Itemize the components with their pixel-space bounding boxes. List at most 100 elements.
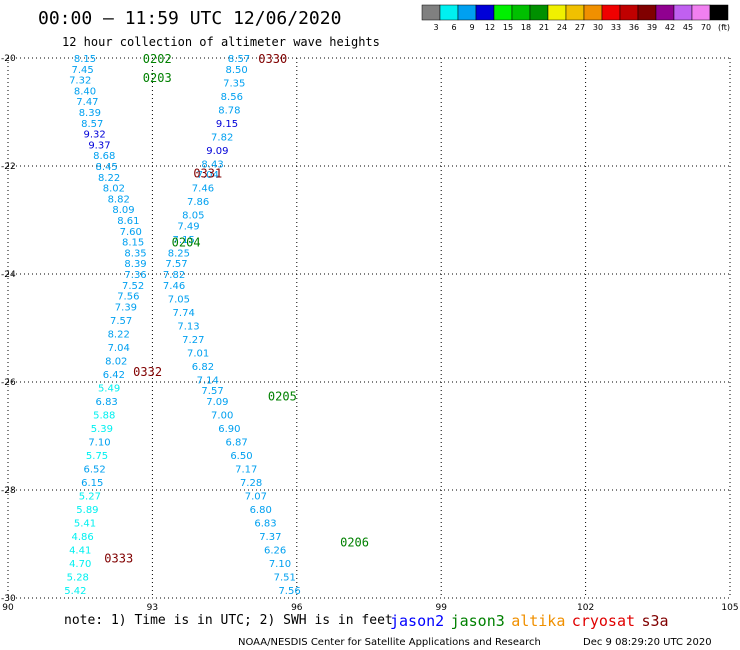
data-point-label: 8.56 [221, 92, 243, 103]
pass-time-label: 0203 [143, 71, 172, 85]
data-point-label: 8.39 [124, 259, 146, 270]
data-point-label: 5.49 [98, 383, 120, 394]
pass-time-label: 0202 [143, 52, 172, 66]
colorbar-swatch [511, 4, 531, 21]
y-tick-label: -26 [1, 378, 16, 388]
colorbar-label: 6 [451, 23, 456, 32]
colorbar-label: 3 [433, 23, 438, 32]
legend-entry: altika [511, 612, 565, 630]
data-point-label: 7.60 [120, 227, 142, 238]
data-point-label: 7.57 [165, 259, 187, 270]
pass-time-label: 0332 [133, 365, 162, 379]
colorbar-swatch [529, 4, 549, 21]
footer-timestamp: Dec 9 08:29:20 UTC 2020 [583, 637, 712, 648]
data-point-label: 6.26 [264, 545, 286, 556]
colorbar-label: 15 [503, 23, 513, 32]
colorbar-label: 45 [683, 23, 693, 32]
data-point-label: 8.43 [201, 159, 223, 170]
data-point-label: 7.74 [173, 308, 195, 319]
colorbar-label: 36 [629, 23, 639, 32]
data-point-label: 6.42 [103, 370, 125, 381]
data-point-label: 8.57 [228, 54, 250, 65]
colorbar-swatch [673, 4, 693, 21]
data-point-label: 6.83 [96, 397, 118, 408]
data-point-label: 7.05 [168, 294, 190, 305]
data-point-label: 5.88 [93, 410, 115, 421]
satellite-legend: jason2 jason3 altika cryosat s3a [390, 612, 669, 630]
data-point-label: 7.86 [187, 197, 209, 208]
data-point-label: 7.57 [201, 386, 223, 397]
data-point-label: 6.52 [84, 464, 106, 475]
data-point-label: 7.28 [240, 478, 262, 489]
y-tick-label: -28 [1, 486, 16, 496]
legend-entry: jason2 [390, 612, 444, 630]
colorbar-label: (ft) [718, 23, 730, 32]
data-point-label: 9.09 [206, 146, 228, 157]
data-point-label: 7.47 [76, 97, 98, 108]
y-tick-label: -20 [1, 54, 16, 64]
colorbar-label: 70 [701, 23, 711, 32]
pass-time-label: 0206 [340, 535, 369, 549]
data-point-label: 8.09 [112, 205, 134, 216]
data-point-label: 5.39 [91, 424, 113, 435]
color-scale-bar: 3 6 9 12 15 18 21 24 27 30 33 36 39 42 45 70 (ft) [421, 4, 730, 32]
data-point-label: 9.37 [88, 140, 110, 151]
data-point-label: 7.27 [182, 335, 204, 346]
data-point-label: 7.36 [124, 270, 146, 281]
colorbar-swatch [565, 4, 585, 21]
pass-time-label: 0330 [258, 52, 287, 66]
data-point-label: 7.00 [211, 410, 233, 421]
x-tick-label: 96 [291, 603, 303, 613]
chart-subtitle: 12 hour collection of altimeter wave hei… [62, 35, 380, 49]
data-point-label: 7.82 [163, 270, 185, 281]
data-point-label: 6.80 [250, 505, 272, 516]
pass-time-label: 0204 [172, 236, 201, 250]
colorbar-label: 27 [575, 23, 585, 32]
pass-time-labels: 0202 0203 0330 0331 0204 0332 0205 0206 0333 [104, 52, 369, 566]
data-point-label: 7.15 [173, 235, 195, 246]
data-point-label: 6.83 [254, 518, 276, 529]
colorbar-swatch [691, 4, 711, 21]
data-point-label: 8.40 [74, 86, 96, 97]
data-point-label: 6.90 [218, 424, 240, 435]
footer-note: note: 1) Time is in UTC; 2) SWH is in fe… [64, 613, 393, 628]
data-point-label: 7.39 [115, 302, 137, 313]
data-point-label: 7.10 [269, 559, 291, 570]
colorbar-label: 30 [593, 23, 603, 32]
colorbar-label: 18 [521, 23, 531, 32]
data-point-label: 8.61 [117, 216, 139, 227]
data-point-label: 7.35 [223, 78, 245, 89]
data-point-label: 7.46 [163, 281, 185, 292]
data-point-label: 7.51 [274, 572, 296, 583]
colorbar-label: 33 [611, 23, 621, 32]
data-point-label: 4.41 [69, 545, 91, 556]
data-point-label: 8.35 [124, 248, 146, 259]
x-tick-label: 99 [435, 603, 447, 613]
data-point-label: 8.15 [122, 238, 144, 249]
data-point-label: 8.22 [108, 329, 130, 340]
data-points: 8.157.457.328.407.478.398.579.329.378.68… [64, 54, 300, 597]
data-point-label: 8.78 [218, 105, 240, 116]
colorbar-label: 9 [469, 23, 474, 32]
colorbar-label: 42 [665, 23, 675, 32]
colorbar-swatch [655, 4, 675, 21]
colorbar-swatch [475, 4, 495, 21]
footer-credit: NOAA/NESDIS Center for Satellite Applica… [238, 637, 541, 648]
colorbar-label: 24 [557, 23, 567, 32]
data-point-label: 7.04 [197, 170, 219, 181]
data-point-label: 7.09 [206, 397, 228, 408]
colorbar-swatch [709, 4, 729, 21]
data-point-label: 7.04 [108, 343, 130, 354]
data-point-label: 4.86 [71, 532, 93, 543]
data-point-label: 9.15 [216, 119, 238, 130]
data-point-label: 7.56 [117, 292, 139, 303]
colorbar-swatch [439, 4, 459, 21]
data-point-label: 8.82 [108, 194, 130, 205]
data-point-label: 8.02 [103, 184, 125, 195]
x-tick-label: 93 [147, 603, 158, 613]
data-point-label: 6.15 [81, 478, 103, 489]
data-point-label: 8.39 [79, 108, 101, 119]
pass-time-label: 0331 [193, 166, 222, 180]
axis-ticks: 90 93 96 99 102 105 -20 -22 -24 -26 -28 -30 [1, 54, 739, 613]
